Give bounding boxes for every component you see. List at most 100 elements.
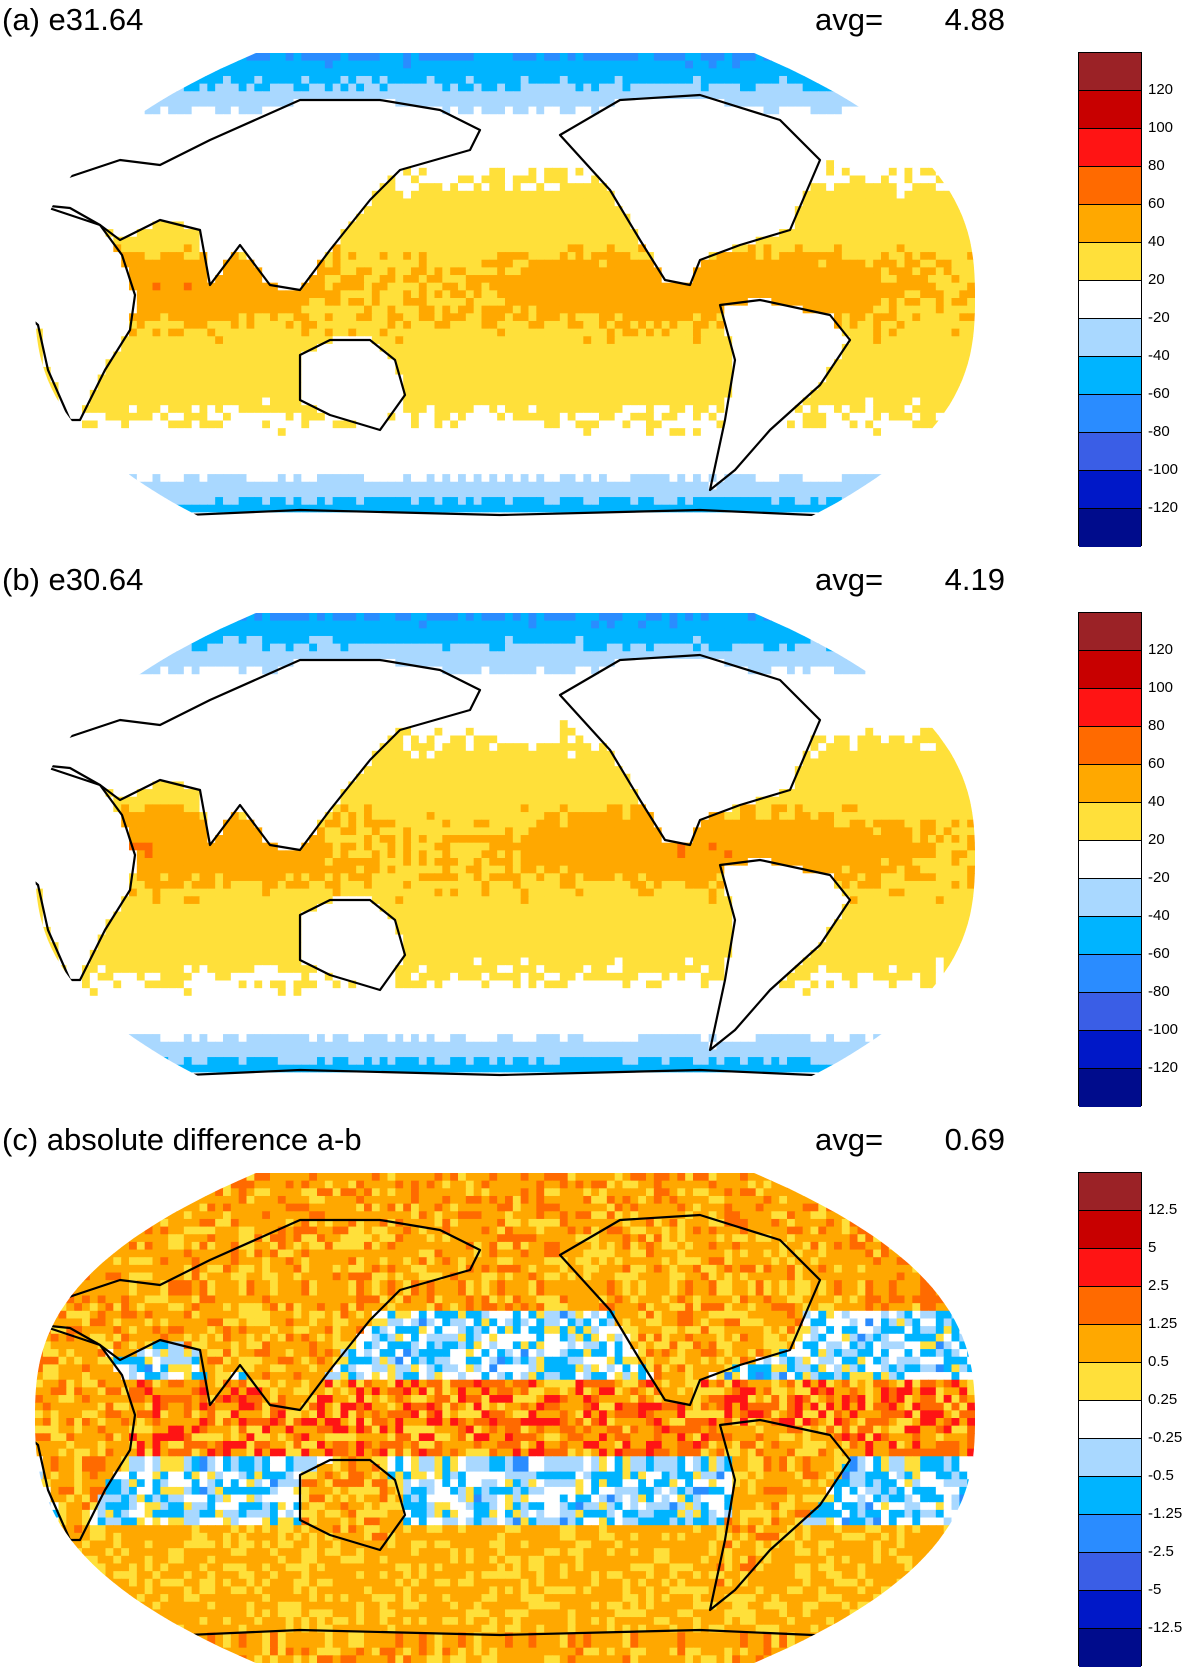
field-cells [35, 53, 975, 543]
colorbar-box [1079, 471, 1141, 509]
colorbar-label: 12.5 [1148, 1202, 1177, 1218]
coastline-antarctica [118, 508, 882, 543]
colorbar-label: 80 [1148, 158, 1165, 174]
colorbar-label: 0.5 [1148, 1354, 1169, 1370]
colorbar-label: -0.5 [1148, 1468, 1174, 1484]
coastlines [35, 653, 882, 1103]
coastline-south-america [708, 298, 852, 492]
colorbar-label: -60 [1148, 946, 1170, 962]
colorbar-label: -40 [1148, 908, 1170, 924]
colorbar-label: -100 [1148, 462, 1178, 478]
colorbar-box [1079, 727, 1141, 765]
coastlines [35, 1213, 882, 1663]
panel-c-avg-label: avg= [815, 1122, 883, 1158]
colorbar-label: -120 [1148, 1060, 1178, 1076]
coastline-antarctica [118, 1068, 882, 1103]
colorbar-box [1079, 1031, 1141, 1069]
coastline-africa [35, 1323, 137, 1542]
panel-b-title: (b) e30.64 [2, 562, 143, 598]
colorbar-box [1079, 319, 1141, 357]
panel-a-avg-value: 4.88 [925, 2, 1005, 38]
coastlines [35, 93, 882, 543]
colorbar-box [1079, 803, 1141, 841]
panel-c-avg-value: 0.69 [925, 1122, 1005, 1158]
colorbar-c [1078, 1172, 1142, 1667]
coastline-africa [35, 763, 137, 982]
panel-c-title: (c) absolute difference a-b [2, 1122, 362, 1158]
colorbar-box [1079, 509, 1141, 547]
colorbar-box [1079, 955, 1141, 993]
colorbar-label: 20 [1148, 832, 1165, 848]
colorbar-box [1079, 1553, 1141, 1591]
colorbar-box [1079, 53, 1141, 91]
colorbar-box [1079, 1477, 1141, 1515]
colorbar-label: -2.5 [1148, 1544, 1174, 1560]
coastline-south-america [708, 1418, 852, 1612]
colorbar-label: -5 [1148, 1582, 1161, 1598]
colorbar-box [1079, 1069, 1141, 1107]
colorbar-label: 40 [1148, 794, 1165, 810]
colorbar-label: -20 [1148, 870, 1170, 886]
colorbar-box [1079, 765, 1141, 803]
coastline-eurasia [38, 1218, 482, 1412]
colorbar-label: 100 [1148, 120, 1173, 136]
colorbar-label: -12.5 [1148, 1620, 1182, 1636]
colorbar-box [1079, 993, 1141, 1031]
colorbar-box [1079, 613, 1141, 651]
map-c [35, 1173, 975, 1663]
coastline-australia [298, 898, 407, 992]
colorbar-label: 100 [1148, 680, 1173, 696]
colorbar-box [1079, 357, 1141, 395]
colorbar-box [1079, 689, 1141, 727]
coastline-australia [298, 338, 407, 432]
coastline-south-america [708, 858, 852, 1052]
colorbar-label: -60 [1148, 386, 1170, 402]
colorbar-box [1079, 243, 1141, 281]
colorbar-label: 20 [1148, 272, 1165, 288]
panel-a: (a) e31.64 avg= 4.88 120 100 80 60 40 20 -20 -4… [0, 0, 1194, 560]
coastline-eurasia [38, 658, 482, 852]
field-cells [35, 613, 975, 1103]
colorbar-box [1079, 1591, 1141, 1629]
coastline-north-america [558, 1213, 822, 1407]
colorbar-label: 80 [1148, 718, 1165, 734]
colorbar-a [1078, 52, 1142, 547]
colorbar-box [1079, 1363, 1141, 1401]
colorbar-label: 120 [1148, 82, 1173, 98]
map-a [35, 53, 975, 543]
colorbar-box [1079, 1287, 1141, 1325]
colorbar-box [1079, 1629, 1141, 1667]
colorbar-label: 2.5 [1148, 1278, 1169, 1294]
colorbar-box [1079, 281, 1141, 319]
colorbar-label: 5 [1148, 1240, 1156, 1256]
colorbar-label: -0.25 [1148, 1430, 1182, 1446]
colorbar-box [1079, 841, 1141, 879]
coastline-africa [35, 203, 137, 422]
colorbar-box [1079, 1211, 1141, 1249]
colorbar-label: 120 [1148, 642, 1173, 658]
panel-b: (b) e30.64 avg= 4.19 120 100 80 60 40 20 -20 -4… [0, 560, 1194, 1120]
colorbar-label: 60 [1148, 756, 1165, 772]
colorbar-box [1079, 129, 1141, 167]
colorbar-label: -80 [1148, 984, 1170, 1000]
colorbar-label: 1.25 [1148, 1316, 1177, 1332]
panel-b-avg-label: avg= [815, 562, 883, 598]
colorbar-label: -80 [1148, 424, 1170, 440]
colorbar-box [1079, 1401, 1141, 1439]
colorbar-label: -100 [1148, 1022, 1178, 1038]
coastline-north-america [558, 93, 822, 287]
colorbar-box [1079, 205, 1141, 243]
colorbar-label: 0.25 [1148, 1392, 1177, 1408]
panel-b-avg-value: 4.19 [925, 562, 1005, 598]
colorbar-b [1078, 612, 1142, 1107]
colorbar-box [1079, 651, 1141, 689]
colorbar-box [1079, 1173, 1141, 1211]
colorbar-box [1079, 91, 1141, 129]
colorbar-label: -120 [1148, 500, 1178, 516]
colorbar-box [1079, 167, 1141, 205]
colorbar-box [1079, 1515, 1141, 1553]
colorbar-label: 40 [1148, 234, 1165, 250]
map-b [35, 613, 975, 1103]
field-cells [35, 1173, 975, 1663]
panel-c: (c) absolute difference a-b avg= 0.69 12… [0, 1120, 1194, 1677]
